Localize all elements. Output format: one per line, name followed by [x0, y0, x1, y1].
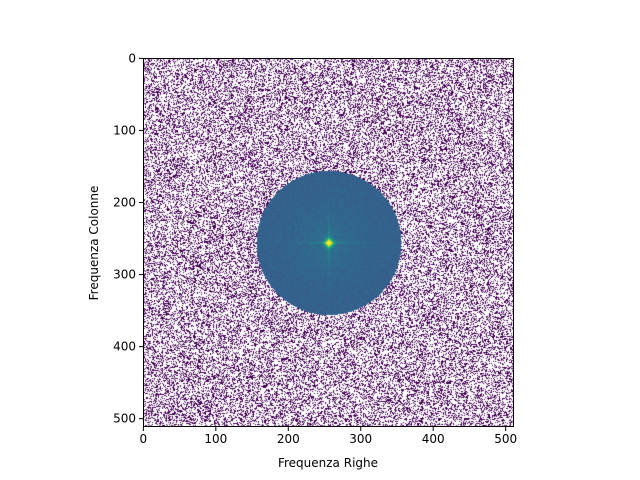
y-ticks — [139, 57, 143, 420]
x-tick-labels: 0 100 200 300 400 500 — [140, 432, 518, 446]
x-tick-label: 200 — [277, 432, 300, 446]
x-tick-label: 400 — [422, 432, 445, 446]
x-tick-label: 100 — [204, 432, 227, 446]
x-tick-label: 500 — [494, 432, 517, 446]
y-tick-label: 400 — [113, 340, 136, 354]
x-axis-label: Frequenza Righe — [278, 456, 378, 470]
spectrum-image — [143, 58, 514, 427]
y-tick-label: 0 — [128, 51, 136, 65]
x-ticks — [142, 427, 507, 431]
y-tick-label: 200 — [113, 196, 136, 210]
y-tick-label: 100 — [113, 123, 136, 137]
y-tick-labels: 0 100 200 300 400 500 — [113, 51, 136, 425]
x-tick-label: 300 — [349, 432, 372, 446]
y-tick-label: 500 — [113, 412, 136, 426]
x-tick-label: 0 — [140, 432, 148, 446]
y-axis-label: Frequenza Colonne — [87, 186, 101, 301]
y-tick-label: 300 — [113, 268, 136, 282]
